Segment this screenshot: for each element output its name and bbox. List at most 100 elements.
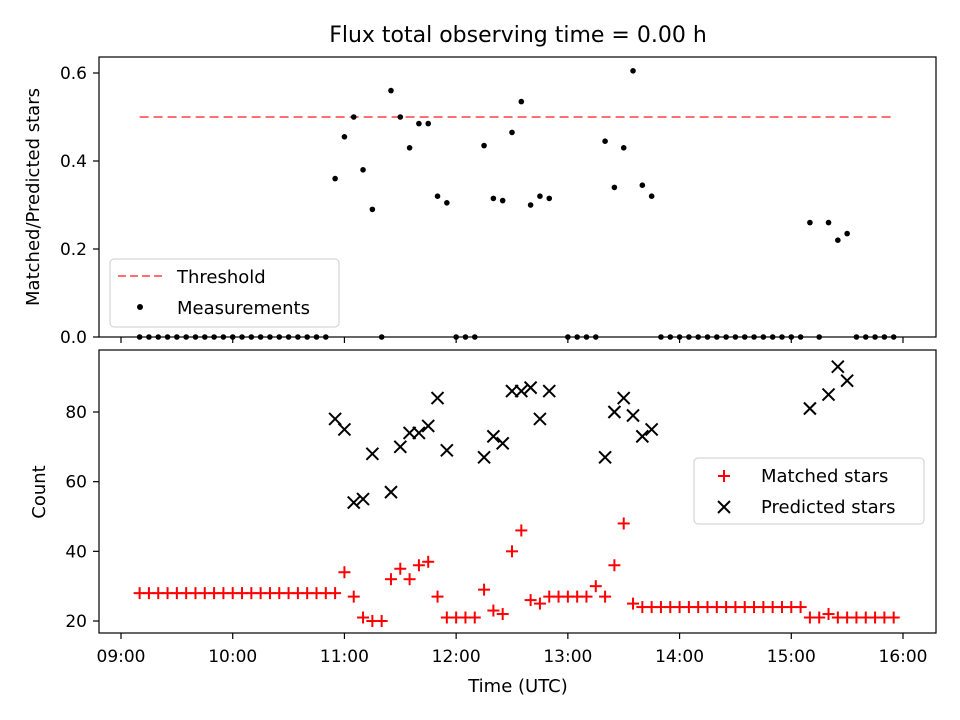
bottom-x-tick-label: 09:00 [97, 647, 146, 667]
matched-star-point [347, 590, 360, 603]
bottom-x-tick-label: 16:00 [879, 647, 928, 667]
matched-star-point [329, 587, 342, 600]
top-y-tick-label: 0.0 [60, 328, 87, 348]
measurement-point [676, 334, 683, 340]
measurement-point [192, 334, 199, 340]
measurement-point [323, 334, 329, 340]
measurement-point [825, 219, 832, 226]
predicted-star-point [523, 380, 538, 395]
predicted-star-point [430, 391, 445, 405]
measurement-point [741, 334, 748, 340]
measurement-point [499, 197, 506, 204]
measurement-point [341, 134, 348, 140]
predicted-star-point [347, 495, 361, 510]
top-x-ticks [120, 337, 904, 343]
matched-star-point [375, 615, 388, 627]
measurement-point [146, 334, 152, 340]
measurement-point [434, 193, 441, 199]
measurement-point [797, 334, 804, 340]
matched-star-point [617, 517, 630, 530]
predicted-star-point [803, 401, 817, 416]
measurement-point [444, 200, 450, 206]
measurement-point [816, 334, 823, 340]
matched-star-point [524, 594, 537, 607]
measurement-point [704, 334, 711, 340]
measurement-point [769, 334, 776, 340]
measurement-point [248, 334, 255, 340]
top-y-tick-label: 0.2 [60, 240, 87, 260]
matched-star-point [794, 601, 807, 614]
bottom-x-tick-label: 11:00 [320, 647, 369, 667]
x-axis-label: Time (UTC) [467, 676, 568, 697]
measurement-point [276, 334, 283, 340]
legend-threshold-label: Threshold [176, 267, 266, 288]
matched-star-point [478, 583, 491, 596]
matched-star-point [515, 524, 528, 537]
bottom-y-tick-label: 40 [65, 542, 87, 562]
legend-matched-label: Matched stars [761, 466, 888, 487]
predicted-star-point [337, 422, 352, 437]
measurement-point [835, 237, 841, 243]
matched-star-point [822, 608, 835, 621]
measurement-point [155, 334, 162, 340]
predicted-star-point [644, 422, 659, 437]
matched-star-point [487, 604, 500, 617]
top-plot-frame [98, 56, 937, 338]
measurement-point [136, 334, 143, 340]
measurement-point [257, 334, 264, 340]
measurement-point [332, 175, 338, 182]
bottom-plot-frame [98, 349, 937, 634]
top-y-tick-label: 0.6 [60, 64, 87, 84]
matched-star-point [627, 597, 640, 610]
bottom-y-tick-label: 80 [65, 403, 87, 423]
measurement-point [360, 167, 366, 173]
matched-star-point [887, 611, 900, 624]
matched-star-point [384, 573, 397, 586]
matched-star-point [506, 545, 518, 558]
measurement-point [788, 334, 795, 340]
measurement-point [648, 193, 655, 199]
measurement-point [695, 334, 701, 340]
chart-title: Flux total observing time = 0.00 h [329, 23, 707, 48]
measurement-point [574, 334, 580, 340]
bottom-y-ticks: 20 40 60 80 [65, 403, 99, 632]
legend-measurements-swatch [137, 304, 143, 310]
measurement-point [201, 334, 208, 340]
measurement-point [872, 334, 878, 340]
measurement-point [183, 334, 189, 340]
bottom-chart: 20 40 60 80 09:00 10:00 11:00 12:00 13:00 14:00 1… [29, 349, 937, 697]
measurement-point [313, 334, 320, 340]
predicted-star-point [542, 384, 556, 398]
matched-star-point [580, 590, 593, 603]
measurement-point [406, 145, 413, 151]
measurement-point [807, 219, 813, 226]
predicted-star-point [635, 429, 650, 444]
matched-star-point [431, 590, 444, 603]
measurement-point [229, 334, 236, 340]
measurement-point [732, 334, 739, 340]
bottom-x-tick-label: 10:00 [208, 647, 257, 667]
predicted-star-point [831, 360, 845, 374]
bottom-y-axis-label: Count [29, 465, 50, 518]
matched-star-point [422, 555, 435, 568]
measurement-point [453, 334, 459, 340]
matched-star-point [589, 580, 602, 593]
measurement-point [518, 98, 525, 105]
measurement-point [565, 334, 571, 340]
legend-matched-swatch [718, 470, 730, 482]
predicted-star-point [533, 412, 547, 426]
predicted-star-point [356, 492, 370, 506]
matched-star-point [403, 573, 416, 586]
legend-measurements-label: Measurements [177, 298, 310, 319]
predicted-star-point [821, 387, 836, 402]
matched-star-point [533, 597, 546, 610]
predicted-star-point [365, 447, 380, 461]
bottom-series [133, 360, 900, 627]
measurement-point [164, 334, 171, 340]
matched-star-point [357, 611, 370, 624]
measurement-point [471, 334, 478, 340]
measurement-point [267, 334, 273, 340]
measurement-point [686, 334, 692, 340]
matched-star-point [468, 611, 481, 624]
top-series [136, 68, 897, 340]
